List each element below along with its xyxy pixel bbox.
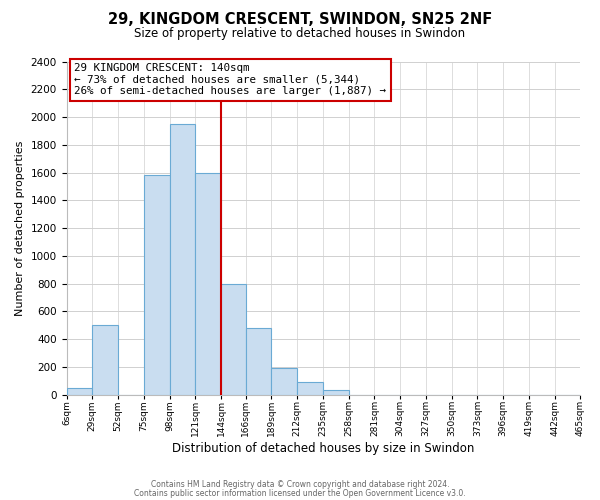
Bar	[297, 382, 323, 394]
Bar	[92, 325, 118, 394]
Bar	[170, 124, 196, 394]
X-axis label: Distribution of detached houses by size in Swindon: Distribution of detached houses by size …	[172, 442, 475, 455]
Bar	[271, 368, 297, 394]
Bar	[245, 328, 271, 394]
Text: Size of property relative to detached houses in Swindon: Size of property relative to detached ho…	[134, 28, 466, 40]
Bar	[144, 176, 170, 394]
Text: Contains HM Land Registry data © Crown copyright and database right 2024.: Contains HM Land Registry data © Crown c…	[151, 480, 449, 489]
Bar	[323, 390, 349, 394]
Y-axis label: Number of detached properties: Number of detached properties	[15, 140, 25, 316]
Bar	[221, 284, 245, 395]
Bar	[67, 388, 92, 394]
Text: 29, KINGDOM CRESCENT, SWINDON, SN25 2NF: 29, KINGDOM CRESCENT, SWINDON, SN25 2NF	[108, 12, 492, 28]
Text: 29 KINGDOM CRESCENT: 140sqm
← 73% of detached houses are smaller (5,344)
26% of : 29 KINGDOM CRESCENT: 140sqm ← 73% of det…	[74, 63, 386, 96]
Bar	[196, 172, 221, 394]
Text: Contains public sector information licensed under the Open Government Licence v3: Contains public sector information licen…	[134, 489, 466, 498]
